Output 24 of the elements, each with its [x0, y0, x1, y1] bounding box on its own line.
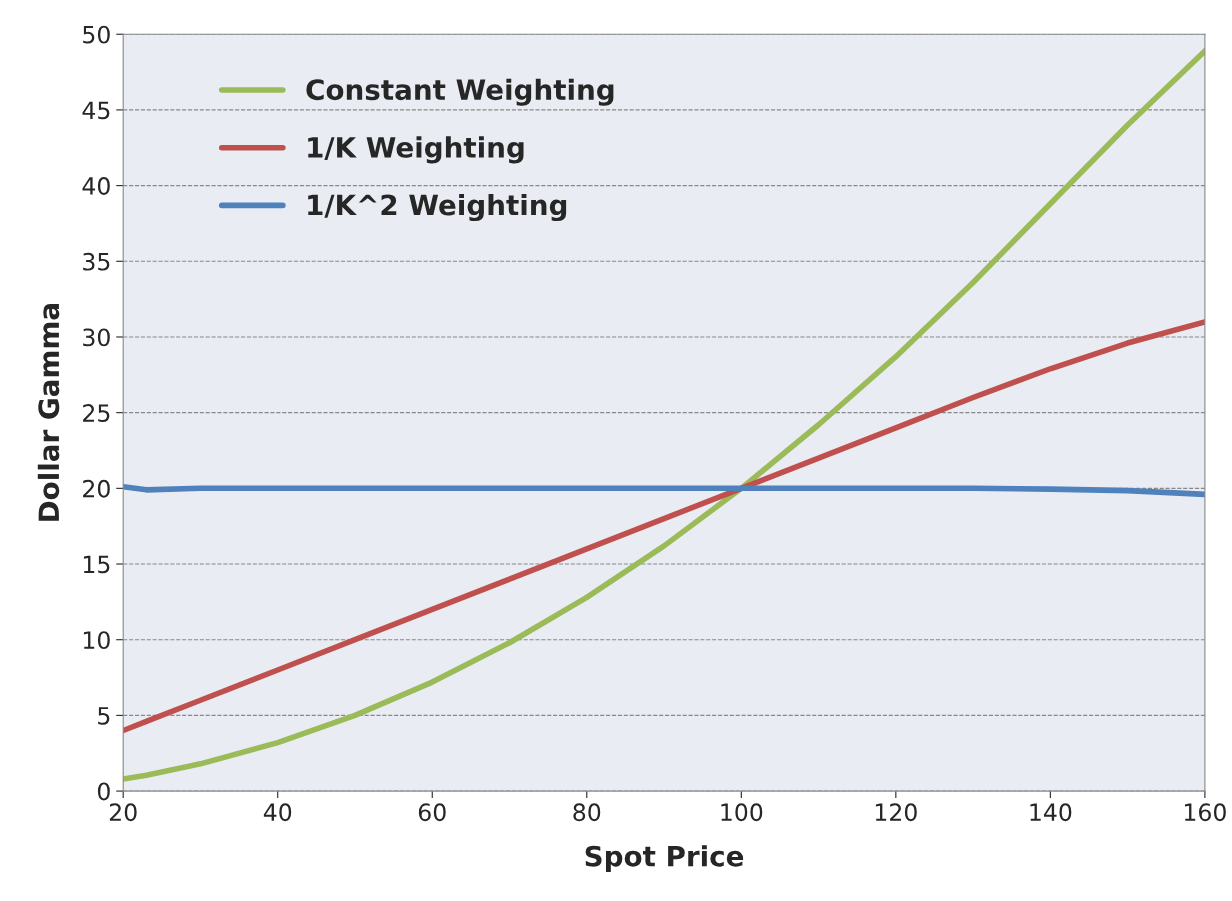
- y-tick-label: 10: [83, 631, 110, 650]
- x-tick-label: 120: [875, 803, 917, 822]
- y-tick-label: 45: [82, 101, 110, 120]
- x-tick-label: 140: [1030, 803, 1072, 822]
- y-tick-label: 40: [82, 177, 110, 195]
- x-tick-label: 80: [573, 803, 601, 822]
- x-tick-label: 100: [721, 803, 763, 822]
- y-tick-label: 15: [83, 555, 110, 574]
- y-tick-label: 25: [83, 404, 110, 422]
- y-tick-label: 0: [97, 782, 110, 801]
- x-axis-title: Spot Price: [585, 845, 744, 873]
- x-tick-label: 60: [418, 803, 446, 822]
- y-tick-label: 30: [83, 328, 110, 347]
- legend-label: 1/K^2 Weighting: [308, 193, 567, 222]
- y-axis-title: Dollar Gamma: [37, 304, 60, 521]
- x-tick-label: 20: [109, 803, 137, 822]
- y-tick-label: 35: [83, 252, 110, 271]
- y-tick-label: 20: [83, 479, 110, 498]
- x-tick-label: 40: [263, 803, 292, 822]
- legend-label: Constant Weighting: [306, 78, 614, 106]
- x-tick-label: 160: [1184, 803, 1226, 822]
- y-tick-label: 5: [98, 707, 110, 725]
- legend-label: 1/K Weighting: [308, 136, 524, 164]
- y-tick-label: 50: [83, 25, 110, 44]
